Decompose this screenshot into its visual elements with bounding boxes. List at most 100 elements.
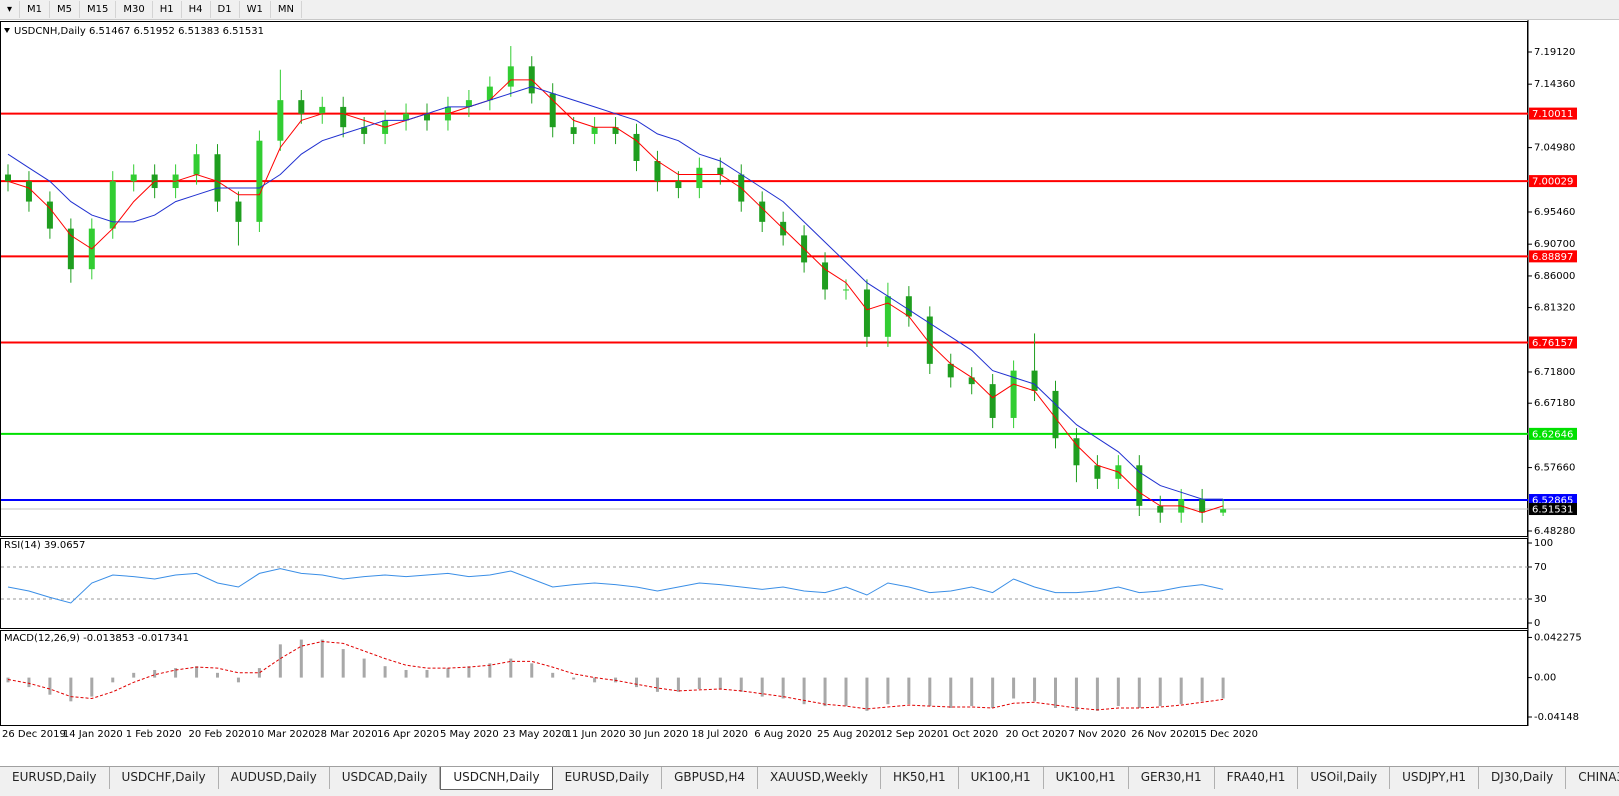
chart-tab[interactable]: UK100,H1 xyxy=(1044,767,1129,789)
timeframe-button[interactable]: MN xyxy=(271,1,302,18)
chart-tab[interactable]: FRA40,H1 xyxy=(1215,767,1299,789)
chart-tab[interactable]: UK100,H1 xyxy=(959,767,1044,789)
x-tick-label: 20 Oct 2020 xyxy=(1006,729,1068,740)
y-tick-label: 100 xyxy=(1534,538,1553,549)
macd-bar xyxy=(362,658,366,678)
candle-body xyxy=(947,363,954,378)
timeframe-button[interactable]: D1 xyxy=(211,1,240,18)
chart-tab[interactable]: HK50,H1 xyxy=(881,767,959,789)
macd-bar xyxy=(844,677,848,707)
current-price-tag xyxy=(1529,503,1577,516)
y-tick-label: 6.86000 xyxy=(1534,271,1575,282)
macd-bar xyxy=(1033,677,1037,702)
chart-tab[interactable]: USDCHF,Daily xyxy=(110,767,219,789)
candle-body xyxy=(507,66,514,87)
y-tick-label: -0.04148 xyxy=(1534,712,1579,723)
x-tick-label: 26 Nov 2020 xyxy=(1131,729,1195,740)
y-tick-label: 7.04980 xyxy=(1534,143,1575,154)
y-tick-label: 70 xyxy=(1534,562,1547,573)
y-tick-label: 6.57660 xyxy=(1534,463,1575,474)
candle-body xyxy=(25,181,32,202)
candle-body xyxy=(759,201,766,222)
macd-bar xyxy=(970,677,974,707)
timeframe-button[interactable]: M30 xyxy=(116,1,153,18)
chart-tab[interactable]: USDJPY,H1 xyxy=(1390,767,1480,789)
timeframe-button[interactable]: M5 xyxy=(50,1,81,18)
y-tick-label: 0 xyxy=(1534,618,1540,629)
macd-bar xyxy=(1116,677,1120,707)
candle-body xyxy=(1052,390,1059,439)
x-tick-label: 1 Oct 2020 xyxy=(943,729,998,740)
macd-bar xyxy=(1137,677,1141,708)
chart-tab[interactable]: XAUUSD,Weekly xyxy=(758,767,881,789)
chart-tab[interactable]: GBPUSD,H4 xyxy=(662,767,758,789)
macd-bar xyxy=(446,668,450,678)
x-tick-label: 5 May 2020 xyxy=(440,729,499,740)
candle-body xyxy=(340,106,347,128)
macd-bar xyxy=(1054,677,1057,708)
y-tick-label: 6.81320 xyxy=(1534,303,1575,314)
chart-tab[interactable]: GER30,H1 xyxy=(1129,767,1215,789)
chart-title: USDCNH,Daily 6.51467 6.51952 6.51383 6.5… xyxy=(14,26,264,37)
macd-bar xyxy=(90,677,94,697)
candle-body xyxy=(633,133,640,161)
macd-bar xyxy=(69,677,73,702)
timeframe-button[interactable]: M15 xyxy=(80,1,117,18)
x-tick-label: 1 Feb 2020 xyxy=(126,729,182,740)
menu[interactable]: ▾ xyxy=(0,1,21,18)
candle-body xyxy=(298,100,305,114)
timeframe-button[interactable]: W1 xyxy=(240,1,271,18)
candle-body xyxy=(403,113,410,121)
chart-window: 7.19120 7.14360 7.04980 6.95460 6.90700 6.860… xyxy=(0,20,1582,740)
y-tick-label: 6.48280 xyxy=(1534,526,1575,537)
chart-tab[interactable]: USDCAD,Daily xyxy=(330,767,441,789)
macd-bar xyxy=(132,672,136,678)
candle-body xyxy=(1199,499,1206,513)
chart-tab[interactable]: USOil,Daily xyxy=(1298,767,1391,789)
macd-bar xyxy=(991,677,995,708)
y-tick-label: 30 xyxy=(1534,594,1547,605)
chart-tab[interactable]: CHINA300,H1 xyxy=(1566,767,1619,789)
candle-body xyxy=(465,100,472,107)
candle-body xyxy=(843,289,849,291)
macd-bar xyxy=(404,669,408,678)
level-tag xyxy=(1529,336,1577,349)
macd-bar xyxy=(886,677,890,705)
y-tick-label: 6.67180 xyxy=(1534,398,1575,409)
macd-bar xyxy=(551,672,555,678)
timeframe-button[interactable]: H1 xyxy=(153,1,182,18)
level-tag xyxy=(1529,250,1577,263)
chart-tab[interactable]: EURUSD,Daily xyxy=(0,767,110,789)
x-tick-label: 14 Jan 2020 xyxy=(63,729,123,740)
candle-body xyxy=(675,181,682,189)
level-tag xyxy=(1529,175,1577,188)
macd-bar xyxy=(802,677,806,705)
level-tag xyxy=(1529,107,1577,120)
candle-body xyxy=(486,86,493,101)
candle-body xyxy=(570,127,577,134)
chart-tab[interactable]: EURUSD,Daily xyxy=(553,767,663,789)
macd-bar xyxy=(153,669,157,678)
candle-body xyxy=(1094,465,1101,479)
level-tag xyxy=(1529,427,1577,440)
chart-tab[interactable]: AUDUSD,Daily xyxy=(219,767,330,789)
x-tick-label: 15 Dec 2020 xyxy=(1194,729,1258,740)
candle-body xyxy=(256,140,263,222)
x-tick-label: 10 Mar 2020 xyxy=(251,729,314,740)
y-tick-label: 7.19120 xyxy=(1534,47,1575,58)
candle-body xyxy=(1157,505,1164,513)
candle-body xyxy=(1031,370,1038,391)
candle-body xyxy=(549,93,556,128)
x-tick-label: 26 Dec 2019 xyxy=(2,729,66,740)
macd-bar xyxy=(1221,677,1225,699)
x-tick-label: 18 Jul 2020 xyxy=(691,729,748,740)
timeframe-button[interactable]: H4 xyxy=(182,1,211,18)
candle-body xyxy=(822,262,829,290)
macd-bar xyxy=(236,677,240,683)
macd-bar xyxy=(655,677,659,692)
chart-tab[interactable]: USDCNH,Daily xyxy=(440,767,553,790)
chart-tab[interactable]: DJ30,Daily xyxy=(1479,767,1567,789)
timeframe-button[interactable]: M1 xyxy=(20,1,51,18)
y-tick-label: 6.90700 xyxy=(1534,239,1575,250)
